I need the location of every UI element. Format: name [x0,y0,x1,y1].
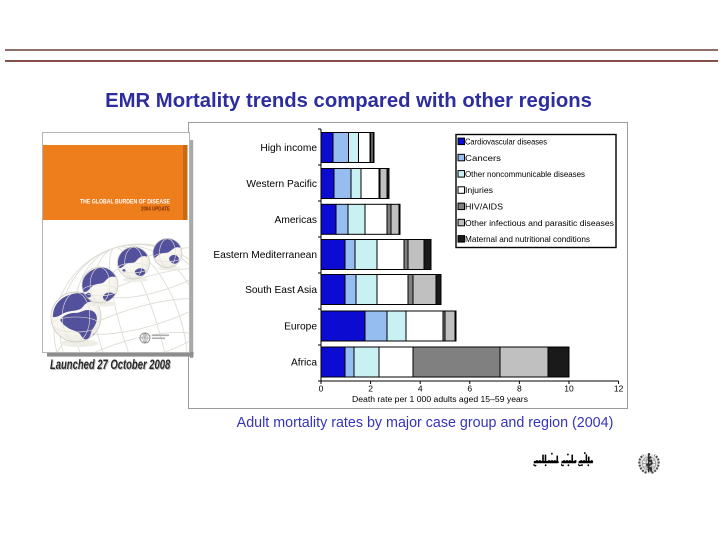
svg-text:12: 12 [614,384,624,394]
svg-text:4: 4 [418,384,423,394]
svg-text:HIV/AIDS: HIV/AIDS [465,202,503,212]
svg-text:Europe: Europe [284,322,317,333]
svg-text:Injuries: Injuries [465,185,493,195]
svg-text:Americas: Americas [275,215,317,226]
svg-text:High income: High income [260,143,317,154]
svg-text:Cardiovascular diseases: Cardiovascular diseases [465,137,547,147]
svg-text:Cancers: Cancers [465,153,501,163]
svg-text:Western Pacific: Western Pacific [246,179,317,190]
svg-text:2: 2 [368,384,373,394]
svg-text:Other noncommunicable diseases: Other noncommunicable diseases [465,169,585,179]
svg-text:Maternal and nutritional condi: Maternal and nutritional conditions [465,234,590,244]
svg-text:THE GLOBAL BURDEN OF DISEASE: THE GLOBAL BURDEN OF DISEASE [80,199,170,206]
svg-text:Other infectious and parasitic: Other infectious and parasitic diseases [465,218,614,228]
svg-text:10: 10 [564,384,574,394]
svg-text:0: 0 [319,384,324,394]
svg-text:Eastern Mediterranean: Eastern Mediterranean [213,250,317,261]
svg-text:Africa: Africa [291,358,317,369]
svg-text:6: 6 [467,384,472,394]
svg-text:South East Asia: South East Asia [245,285,317,296]
svg-text:8: 8 [517,384,522,394]
svg-text:Death rate per 1 000 adults ag: Death rate per 1 000 adults aged 15–59 y… [352,394,529,404]
svg-text:2004 UPDATE: 2004 UPDATE [141,207,171,213]
